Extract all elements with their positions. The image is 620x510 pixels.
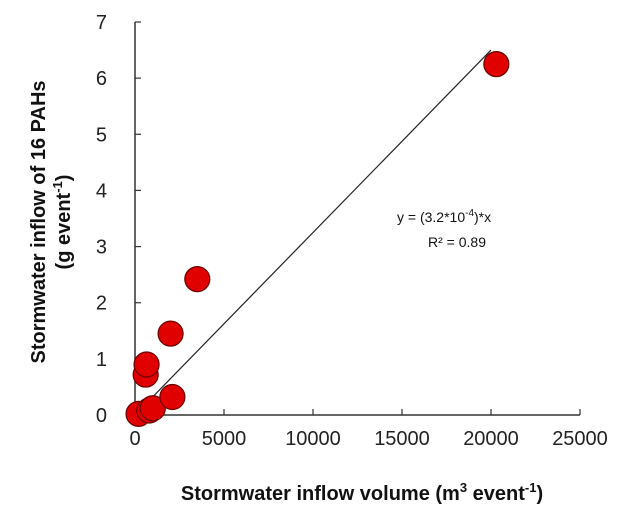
y-tick-label: 3 <box>96 237 107 259</box>
regression-equation: y = (3.2*10-4)*x <box>397 208 491 225</box>
y-tick-label: 0 <box>96 405 107 427</box>
y-ticks: 0 1 2 3 4 5 6 7 <box>96 12 141 427</box>
x-tick-label: 20000 <box>463 428 519 450</box>
data-point <box>139 395 166 422</box>
y-tick-label: 7 <box>96 12 107 34</box>
data-point <box>157 320 184 347</box>
data-point <box>184 266 211 293</box>
data-point <box>133 351 160 378</box>
x-tick-label: 10000 <box>285 428 341 450</box>
y-tick-label: 6 <box>96 68 107 90</box>
x-tick-label: 15000 <box>374 428 430 450</box>
x-tick-label: 5000 <box>202 428 247 450</box>
r-squared-label: R² = 0.89 <box>428 234 486 250</box>
y-tick-label: 5 <box>96 124 107 146</box>
y-axis-title-line1: Stormwater inflow of 16 PAHs <box>28 80 50 363</box>
data-point <box>159 383 186 411</box>
y-tick-label: 1 <box>96 349 107 371</box>
y-tick-label: 4 <box>96 180 107 202</box>
trend-line <box>134 49 492 416</box>
x-ticks: 0 5000 10000 15000 20000 25000 <box>129 409 608 450</box>
plot-area: 0 5000 10000 15000 20000 25000 0 1 2 3 4 5 6 7 <box>96 12 608 450</box>
x-axis-title: Stormwater inflow volume (m3 event-1) <box>181 480 543 505</box>
data-point <box>483 51 510 78</box>
y-axis-title-line2: (g event-1) <box>50 175 75 270</box>
x-tick-label: 0 <box>129 428 140 450</box>
y-tick-label: 2 <box>96 293 107 315</box>
data-points <box>125 51 510 427</box>
x-tick-label: 25000 <box>552 428 608 450</box>
